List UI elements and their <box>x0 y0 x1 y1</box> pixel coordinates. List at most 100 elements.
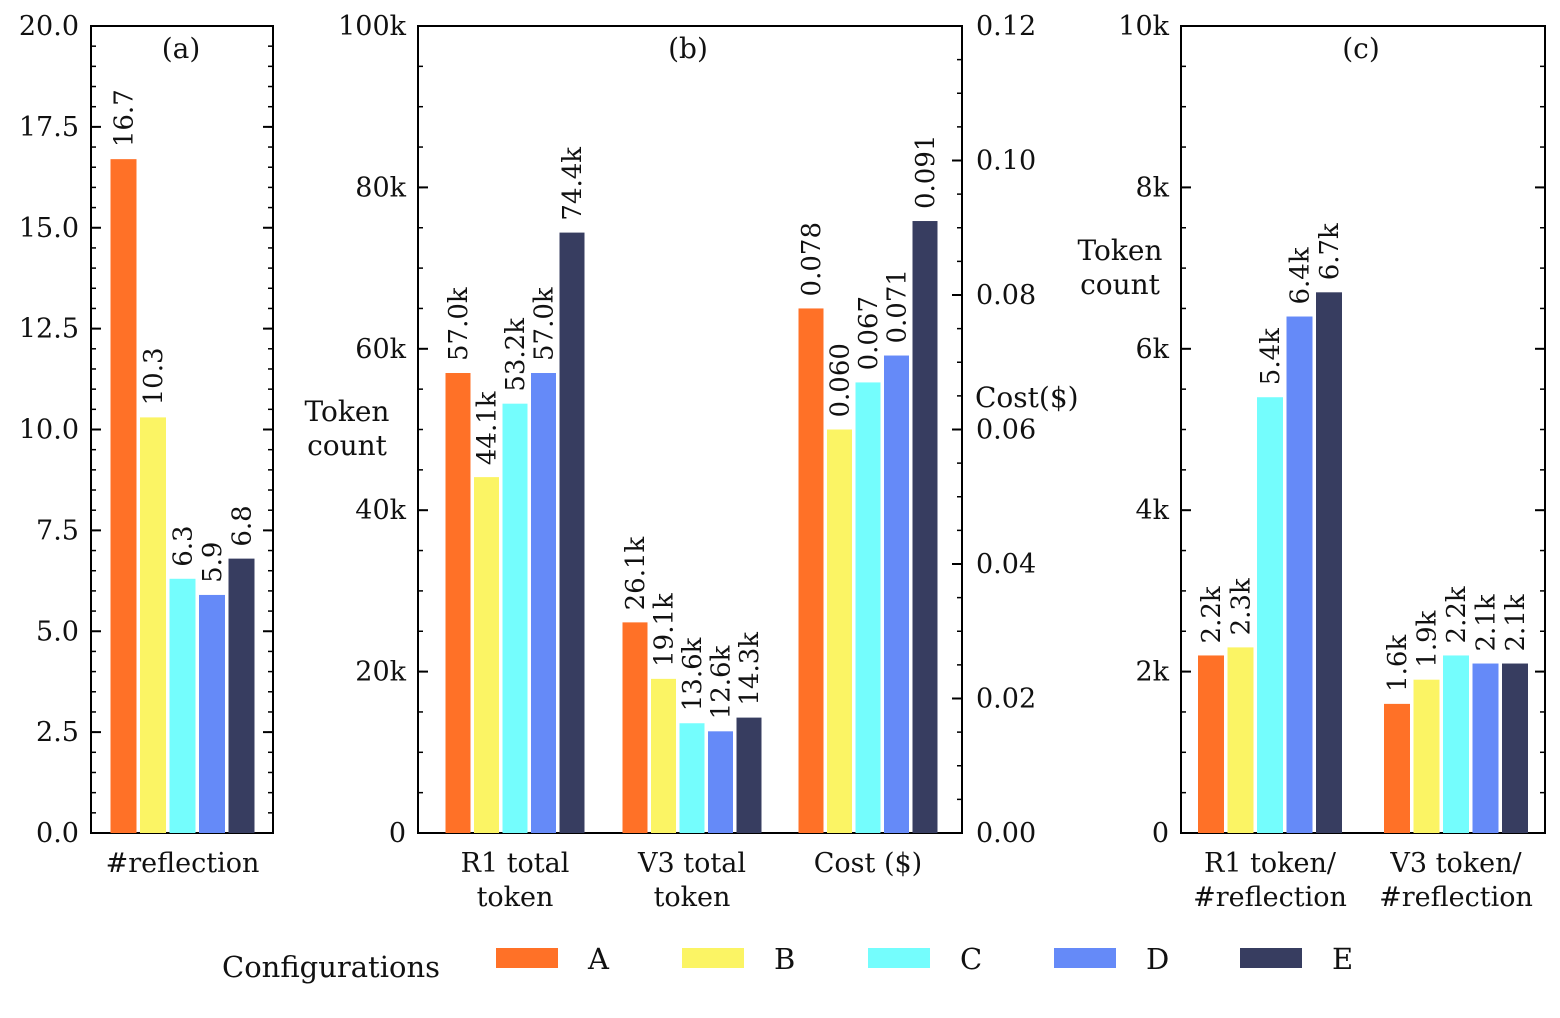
y2-axis-label: Cost($) <box>975 381 1079 414</box>
y-tick-label: 40k <box>355 495 406 526</box>
bar-D <box>884 355 909 833</box>
bar-E <box>1502 663 1528 833</box>
x-tick-label: #reflection <box>106 848 260 879</box>
bar-value-label: 1.9k <box>1413 610 1443 667</box>
bar-B <box>827 429 852 833</box>
y-tick-label: 20.0 <box>19 11 79 42</box>
y-axis-label: Token <box>305 395 390 428</box>
bar-value-label: 14.3k <box>735 632 765 706</box>
bar-E <box>912 221 938 833</box>
y-tick-label: 60k <box>355 334 406 365</box>
bar-value-label: 0.067 <box>854 296 884 370</box>
bar-C <box>679 723 705 833</box>
bar-value-label: 26.1k <box>621 536 651 610</box>
y-axis-label: Token <box>1078 234 1163 267</box>
y-tick-label: 100k <box>338 11 407 42</box>
bar-value-label: 44.1k <box>473 391 503 465</box>
y2-tick-label: 0.04 <box>976 549 1036 580</box>
bar-A <box>622 622 648 833</box>
y-tick-label: 6k <box>1135 334 1169 365</box>
x-tick-label: V3 token/ <box>1389 848 1522 879</box>
x-tick-label: token <box>654 882 731 913</box>
y-tick-label: 0.0 <box>36 818 79 849</box>
bar-B <box>651 678 676 833</box>
panel-tag: (c) <box>1342 32 1380 65</box>
bar-value-label: 2.2k <box>1442 586 1472 643</box>
bar-value-label: 6.8 <box>228 505 258 546</box>
bar-A <box>798 308 824 833</box>
bar-C <box>855 382 881 833</box>
bar-D <box>1472 663 1499 833</box>
x-tick-label: R1 total <box>461 848 570 879</box>
panel-b: 0 20k 40k 60k 80k 100k 0.00 0.02 0.04 0.06 0.08 0.1… <box>305 11 1079 913</box>
bar-E <box>736 717 762 833</box>
bar-D <box>708 731 733 833</box>
x-tick-label: Cost ($) <box>814 848 922 879</box>
y2-tick-label: 0.02 <box>976 684 1036 715</box>
bar-E <box>559 232 585 834</box>
y-tick-label: 2.5 <box>36 717 79 748</box>
y-tick-label: 2k <box>1135 657 1169 688</box>
panel-a: 0.0 2.5 5.0 7.5 10.0 12.5 15.0 17.5 20.0 (a) 16.7 1… <box>19 11 274 879</box>
bar-value-label: 2.1k <box>1501 594 1531 651</box>
y-tick-label: 80k <box>355 172 406 203</box>
y-tick-label: 12.5 <box>19 314 79 345</box>
y-tick-label: 15.0 <box>19 213 79 244</box>
bar-value-label: 5.9 <box>198 542 228 583</box>
bar-value-label: 10.3 <box>139 348 169 406</box>
y2-tick-label: 0.10 <box>976 146 1036 177</box>
bar-D <box>1286 316 1313 833</box>
y-tick-label: 20k <box>355 657 406 688</box>
bar-D <box>531 373 556 833</box>
legend-swatch-A <box>496 948 558 968</box>
y2-tick-label: 0.00 <box>976 818 1036 849</box>
bar-value-label: 57.0k <box>444 287 474 361</box>
bar-value-label: 2.1k <box>1472 594 1502 651</box>
bar-B <box>474 477 499 833</box>
bar-A <box>110 159 137 833</box>
y-tick-label: 8k <box>1135 172 1169 203</box>
bar-A <box>1198 655 1224 833</box>
bar-A <box>445 373 471 833</box>
bar-value-label: 2.3k <box>1227 578 1257 635</box>
bar-C <box>169 578 196 833</box>
bar-B <box>1413 679 1440 833</box>
bar-E <box>228 558 255 833</box>
y-tick-label: 0 <box>1152 818 1169 849</box>
bar-C <box>502 403 528 833</box>
x-tick-label: #reflection <box>1193 882 1347 913</box>
bar-D <box>199 594 225 833</box>
panel-tag: (a) <box>162 32 201 65</box>
bar-value-label: 6.7k <box>1315 223 1345 280</box>
panel-tag: (b) <box>668 32 708 65</box>
y-tick-label: 5.0 <box>36 616 79 647</box>
bar-E <box>1316 292 1342 833</box>
x-tick-label: #reflection <box>1379 882 1533 913</box>
bar-A <box>1384 703 1410 833</box>
bar-value-label: 53.2k <box>501 318 531 392</box>
legend-swatch-E <box>1240 948 1302 968</box>
bar-value-label: 0.078 <box>797 222 827 296</box>
y-tick-label: 10.0 <box>19 415 79 446</box>
legend-label-A: A <box>587 942 610 976</box>
bar-value-label: 6.3 <box>169 525 199 566</box>
legend-label-D: D <box>1146 942 1169 976</box>
bar-value-label: 6.4k <box>1286 247 1316 304</box>
bar-value-label: 74.4k <box>558 147 588 221</box>
bar-value-label: 13.6k <box>678 637 708 711</box>
y-axis-label: count <box>307 429 388 462</box>
y2-tick-label: 0.06 <box>976 415 1036 446</box>
legend-title: Configurations <box>222 950 440 984</box>
bar-value-label: 0.071 <box>883 269 913 343</box>
bar-value-label: 5.4k <box>1256 328 1286 385</box>
bar-C <box>1257 397 1283 833</box>
y-tick-label: 0 <box>389 818 406 849</box>
legend-label-E: E <box>1332 942 1353 976</box>
bar-value-label: 0.091 <box>911 135 941 209</box>
y-axis-label: count <box>1080 268 1161 301</box>
y2-tick-label: 0.08 <box>976 280 1036 311</box>
legend-label-C: C <box>960 942 982 976</box>
